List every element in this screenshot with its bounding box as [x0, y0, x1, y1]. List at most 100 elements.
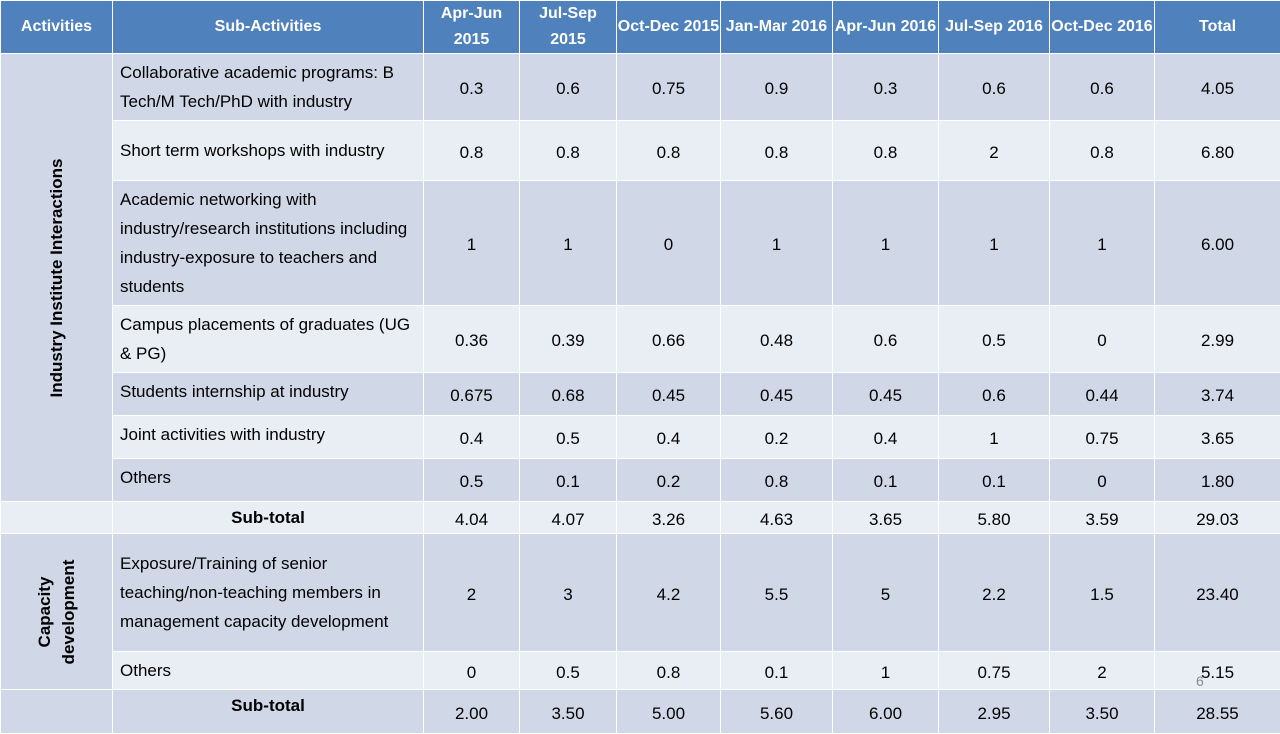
cell-value: 3 [520, 534, 617, 652]
cell-value: 0.2 [617, 459, 721, 502]
sub-activity-label: Campus placements of graduates (UG & PG) [113, 306, 424, 373]
cell-value: 0.6 [939, 54, 1050, 121]
cell-value: 0.45 [833, 373, 939, 416]
cell-value: 0.1 [721, 652, 833, 690]
cell-value: 3.59 [1050, 502, 1155, 534]
category-capacity-development: Capacity development [1, 534, 113, 690]
cell-value: 0.1 [833, 459, 939, 502]
table-row: Capacity development Exposure/Training o… [1, 534, 1280, 652]
cell-value: 0.8 [617, 121, 721, 181]
cell-value: 0.5 [520, 416, 617, 459]
cell-value: 1 [833, 652, 939, 690]
cell-value: 1.5 [1050, 534, 1155, 652]
cell-value: 6.00 [833, 690, 939, 734]
cell-value: 0 [1050, 459, 1155, 502]
cell-value: 0.75 [617, 54, 721, 121]
cell-value: 3.50 [1050, 690, 1155, 734]
header-q6: Jul-Sep 2016 [939, 1, 1050, 54]
table-row: Students internship at industry 0.675 0.… [1, 373, 1280, 416]
cell-value: 0.75 [1050, 416, 1155, 459]
cell-value: 0 [617, 181, 721, 306]
cell-value: 4.07 [520, 502, 617, 534]
cell-total: 4.05 [1155, 54, 1280, 121]
cell-total: 29.03 [1155, 502, 1280, 534]
cell-value: 0.8 [721, 121, 833, 181]
cell-value: 0.5 [939, 306, 1050, 373]
cell-value: 4.2 [617, 534, 721, 652]
header-q5: Apr-Jun 2016 [833, 1, 939, 54]
cell-value: 0.6 [939, 373, 1050, 416]
cell-value: 2.2 [939, 534, 1050, 652]
subtotal-label: Sub-total [113, 690, 424, 734]
cell-value: 0.5 [424, 459, 520, 502]
sub-activity-label: Others [113, 652, 424, 690]
cell-total: 28.55 [1155, 690, 1280, 734]
cell-total: 1.80 [1155, 459, 1280, 502]
cell-value: 1 [939, 416, 1050, 459]
cell-value: 0.39 [520, 306, 617, 373]
cell-value: 1 [424, 181, 520, 306]
cell-value: 0.4 [617, 416, 721, 459]
cell-value: 1 [833, 181, 939, 306]
cell-value: 4.04 [424, 502, 520, 534]
cell-value: 0.8 [617, 652, 721, 690]
cell-value: 3.26 [617, 502, 721, 534]
subtotal-label: Sub-total [113, 502, 424, 534]
cell-value: 0.1 [520, 459, 617, 502]
header-q7: Oct-Dec 2016 [1050, 1, 1155, 54]
sub-activity-label: Joint activities with industry [113, 416, 424, 459]
table-row: Industry Institute Interactions Collabor… [1, 54, 1280, 121]
cell-value: 1 [520, 181, 617, 306]
cell-value: 4.63 [721, 502, 833, 534]
cell-total: 3.65 [1155, 416, 1280, 459]
cell-value: 5.5 [721, 534, 833, 652]
cell-value: 0.45 [617, 373, 721, 416]
cell-value: 2.00 [424, 690, 520, 734]
cell-value: 5.00 [617, 690, 721, 734]
cell-value: 2 [939, 121, 1050, 181]
cell-value: 0.45 [721, 373, 833, 416]
subtotal-row: Sub-total 4.04 4.07 3.26 4.63 3.65 5.80 … [1, 502, 1280, 534]
cell-value: 0.6 [520, 54, 617, 121]
cell-value: 1 [1050, 181, 1155, 306]
cell-value: 0.9 [721, 54, 833, 121]
header-total: Total [1155, 1, 1280, 54]
cell-value: 0.1 [939, 459, 1050, 502]
cell-value: 0.8 [424, 121, 520, 181]
table-row: Joint activities with industry 0.4 0.5 0… [1, 416, 1280, 459]
sub-activity-label: Exposure/Training of senior teaching/non… [113, 534, 424, 652]
header-q3: Oct-Dec 2015 [617, 1, 721, 54]
cell-value: 0.5 [520, 652, 617, 690]
header-q4: Jan-Mar 2016 [721, 1, 833, 54]
cell-value: 0.75 [939, 652, 1050, 690]
category-label: Capacity development [33, 557, 81, 667]
cell-value: 5 [833, 534, 939, 652]
cell-value: 0.2 [721, 416, 833, 459]
cell-value: 3.65 [833, 502, 939, 534]
cell-value: 0.8 [833, 121, 939, 181]
cell-value: 0.6 [1050, 54, 1155, 121]
page-number: 6 [1196, 673, 1204, 689]
cell-value: 0.36 [424, 306, 520, 373]
cell-value: 0.8 [1050, 121, 1155, 181]
cell-value: 0 [1050, 306, 1155, 373]
header-q1: Apr-Jun 2015 [424, 1, 520, 54]
sub-activity-label: Academic networking with industry/resear… [113, 181, 424, 306]
cell-value: 0.48 [721, 306, 833, 373]
cell-total: 6.80 [1155, 121, 1280, 181]
cell-value: 2.95 [939, 690, 1050, 734]
cell-total: 3.74 [1155, 373, 1280, 416]
cell-value: 0.68 [520, 373, 617, 416]
sub-activity-label: Short term workshops with industry [113, 121, 424, 181]
blank-cell [1, 502, 113, 534]
cell-total: 23.40 [1155, 534, 1280, 652]
cell-value: 0.3 [424, 54, 520, 121]
table-row: Others 0.5 0.1 0.2 0.8 0.1 0.1 0 1.80 [1, 459, 1280, 502]
header-q2: Jul-Sep 2015 [520, 1, 617, 54]
cell-value: 1 [721, 181, 833, 306]
cell-value: 0.8 [520, 121, 617, 181]
table-row: Short term workshops with industry 0.8 0… [1, 121, 1280, 181]
cell-value: 0.675 [424, 373, 520, 416]
cell-value: 3.50 [520, 690, 617, 734]
